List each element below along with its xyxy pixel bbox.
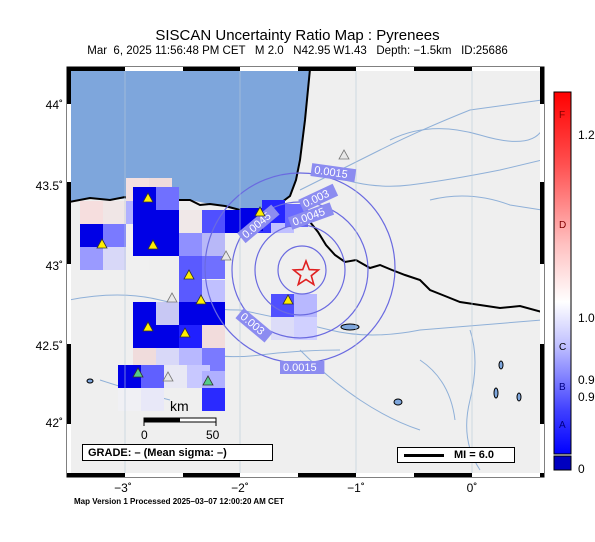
grid-cell	[294, 294, 317, 317]
grid-cell	[294, 317, 317, 340]
graticule	[124, 69, 473, 475]
grid-cell	[202, 388, 225, 411]
contour-label: 0.0015	[280, 361, 325, 374]
grid-cell	[80, 224, 103, 247]
lon-label: 0˚	[466, 481, 478, 495]
grade-box: GRADE: – (Mean sigma: –)	[82, 444, 273, 461]
grid-cell	[141, 388, 164, 411]
grid-cell	[103, 247, 126, 270]
grid-cell	[202, 210, 225, 233]
colorbar-zero	[553, 455, 572, 471]
grade-letter: F	[559, 110, 566, 121]
station-triangle-icon	[254, 206, 266, 217]
grid-cell	[179, 233, 202, 256]
colorbar-value: 1.0	[578, 311, 595, 325]
scale-start: 0	[141, 428, 148, 442]
grid-cell	[156, 233, 179, 256]
grid-cell	[156, 325, 179, 348]
grid-cell	[179, 210, 202, 233]
lat-label: 42˚	[45, 416, 63, 430]
grade-letter: D	[559, 220, 567, 231]
station-triangle-icon	[132, 367, 144, 378]
grid-cell	[164, 365, 187, 388]
mi-line-icon	[404, 454, 444, 457]
contour-label: 0.0015	[310, 163, 357, 183]
grid-cell	[202, 302, 225, 325]
event-info: Mar 6, 2025 11:56:48 PM CET M 2.0 N42.95…	[87, 45, 508, 57]
station-triangle-icon	[179, 327, 191, 338]
station-triangle-icon	[147, 239, 159, 250]
station-triangle-icon	[162, 371, 174, 382]
lon-label: −2˚	[231, 481, 249, 495]
station-triangle-icon	[183, 269, 195, 280]
svg-text:0.0015: 0.0015	[283, 362, 317, 374]
mi-legend: MI = 6.0	[397, 447, 515, 463]
station-triangle-icon	[338, 149, 350, 160]
lat-label: 44˚	[45, 98, 63, 112]
scale-bar	[143, 417, 217, 426]
grid-cell	[80, 201, 103, 224]
lon-label: −3˚	[114, 481, 132, 495]
grid-cell	[202, 256, 225, 279]
bay-of-biscay	[69, 69, 310, 213]
map-frame	[66, 66, 545, 478]
grade-letter: A	[559, 420, 566, 431]
lat-label: 43˚	[45, 259, 63, 273]
grid-cell	[118, 388, 141, 411]
grid-cell	[156, 302, 179, 325]
grade-letter: C	[559, 342, 567, 353]
grid-cell	[179, 256, 202, 279]
grid-cell	[202, 233, 225, 256]
mi-label: MI = 6.0	[454, 449, 495, 461]
processing-info: Map Version 1 Processed 2025–03–07 12:00…	[74, 497, 285, 506]
grid-cell	[156, 187, 179, 210]
lat-label: 42.5˚	[35, 339, 63, 353]
map-title: SISCAN Uncertainty Ratio Map : Pyrenees	[155, 27, 440, 44]
lat-label: 43.5˚	[35, 179, 63, 193]
station-triangle-icon	[166, 292, 178, 303]
grid-cell	[179, 279, 202, 302]
station-triangle-icon	[96, 238, 108, 249]
station-triangle-icon	[195, 294, 207, 305]
national-border	[295, 204, 542, 313]
grid-cell	[103, 224, 126, 247]
grid-cell	[141, 365, 164, 388]
lon-label: −1˚	[347, 481, 365, 495]
stations	[96, 149, 350, 386]
scale-unit: km	[170, 398, 189, 414]
epicenter-star	[291, 258, 321, 287]
grid-cell	[202, 280, 225, 303]
station-triangle-icon	[142, 192, 154, 203]
grid-cell	[202, 325, 225, 348]
grid-cell	[133, 302, 156, 325]
grid-cell	[103, 201, 126, 224]
colorbar-value: 0.9	[578, 390, 595, 404]
colorbar	[553, 91, 572, 455]
station-triangle-icon	[220, 250, 232, 261]
station-triangle-icon	[282, 294, 294, 305]
scale-end: 50	[206, 428, 220, 442]
station-triangle-icon	[202, 375, 214, 386]
grade-letter: B	[559, 382, 566, 393]
colorbar-value: 0.9	[578, 373, 595, 387]
grid-cell	[156, 210, 179, 233]
colorbar-value: 0	[578, 462, 585, 476]
grid-cell	[133, 233, 156, 256]
svg-text:0.0015: 0.0015	[313, 164, 348, 181]
colorbar-value: 1.2	[578, 128, 595, 142]
station-triangle-icon	[142, 321, 154, 332]
grid-cell	[271, 317, 294, 340]
grid-cell	[179, 302, 202, 325]
grid-cell	[80, 247, 103, 270]
grid-cell	[133, 210, 156, 233]
grid-cell	[118, 365, 141, 388]
